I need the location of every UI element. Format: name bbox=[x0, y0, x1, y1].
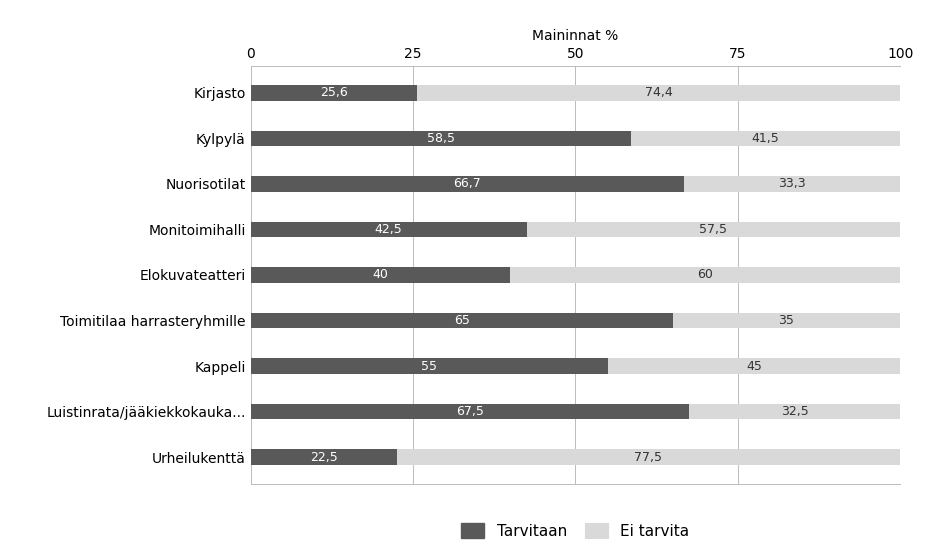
Text: 45: 45 bbox=[745, 360, 761, 372]
Bar bbox=[416, 85, 899, 101]
Bar bbox=[250, 267, 510, 283]
Bar bbox=[250, 130, 630, 146]
Text: 67,5: 67,5 bbox=[455, 405, 483, 418]
Text: 55: 55 bbox=[421, 360, 437, 372]
Text: 40: 40 bbox=[372, 268, 388, 282]
Text: 77,5: 77,5 bbox=[634, 450, 662, 464]
Text: 33,3: 33,3 bbox=[778, 178, 805, 190]
Bar bbox=[250, 449, 397, 465]
Bar bbox=[250, 222, 527, 238]
Text: 35: 35 bbox=[778, 314, 794, 327]
Bar bbox=[250, 176, 683, 192]
Bar bbox=[672, 312, 899, 328]
Text: 74,4: 74,4 bbox=[644, 86, 672, 100]
Text: 32,5: 32,5 bbox=[780, 405, 807, 418]
Text: 58,5: 58,5 bbox=[426, 132, 454, 145]
Bar bbox=[250, 358, 607, 374]
Bar bbox=[683, 176, 899, 192]
Bar bbox=[607, 358, 899, 374]
Text: 41,5: 41,5 bbox=[751, 132, 779, 145]
Bar bbox=[250, 312, 672, 328]
Bar bbox=[510, 267, 899, 283]
Text: 42,5: 42,5 bbox=[375, 223, 402, 236]
Text: 22,5: 22,5 bbox=[310, 450, 337, 464]
Text: 25,6: 25,6 bbox=[320, 86, 348, 100]
Text: 65: 65 bbox=[453, 314, 469, 327]
Legend: Tarvitaan, Ei tarvita: Tarvitaan, Ei tarvita bbox=[455, 516, 694, 545]
Text: 60: 60 bbox=[696, 268, 713, 282]
Bar bbox=[250, 404, 688, 420]
Bar bbox=[527, 222, 899, 238]
Text: 57,5: 57,5 bbox=[699, 223, 727, 236]
Text: 66,7: 66,7 bbox=[452, 178, 480, 190]
X-axis label: Maininnat %: Maininnat % bbox=[532, 29, 617, 43]
Bar bbox=[250, 85, 416, 101]
Bar bbox=[688, 404, 899, 420]
Bar bbox=[397, 449, 899, 465]
Bar bbox=[630, 130, 899, 146]
